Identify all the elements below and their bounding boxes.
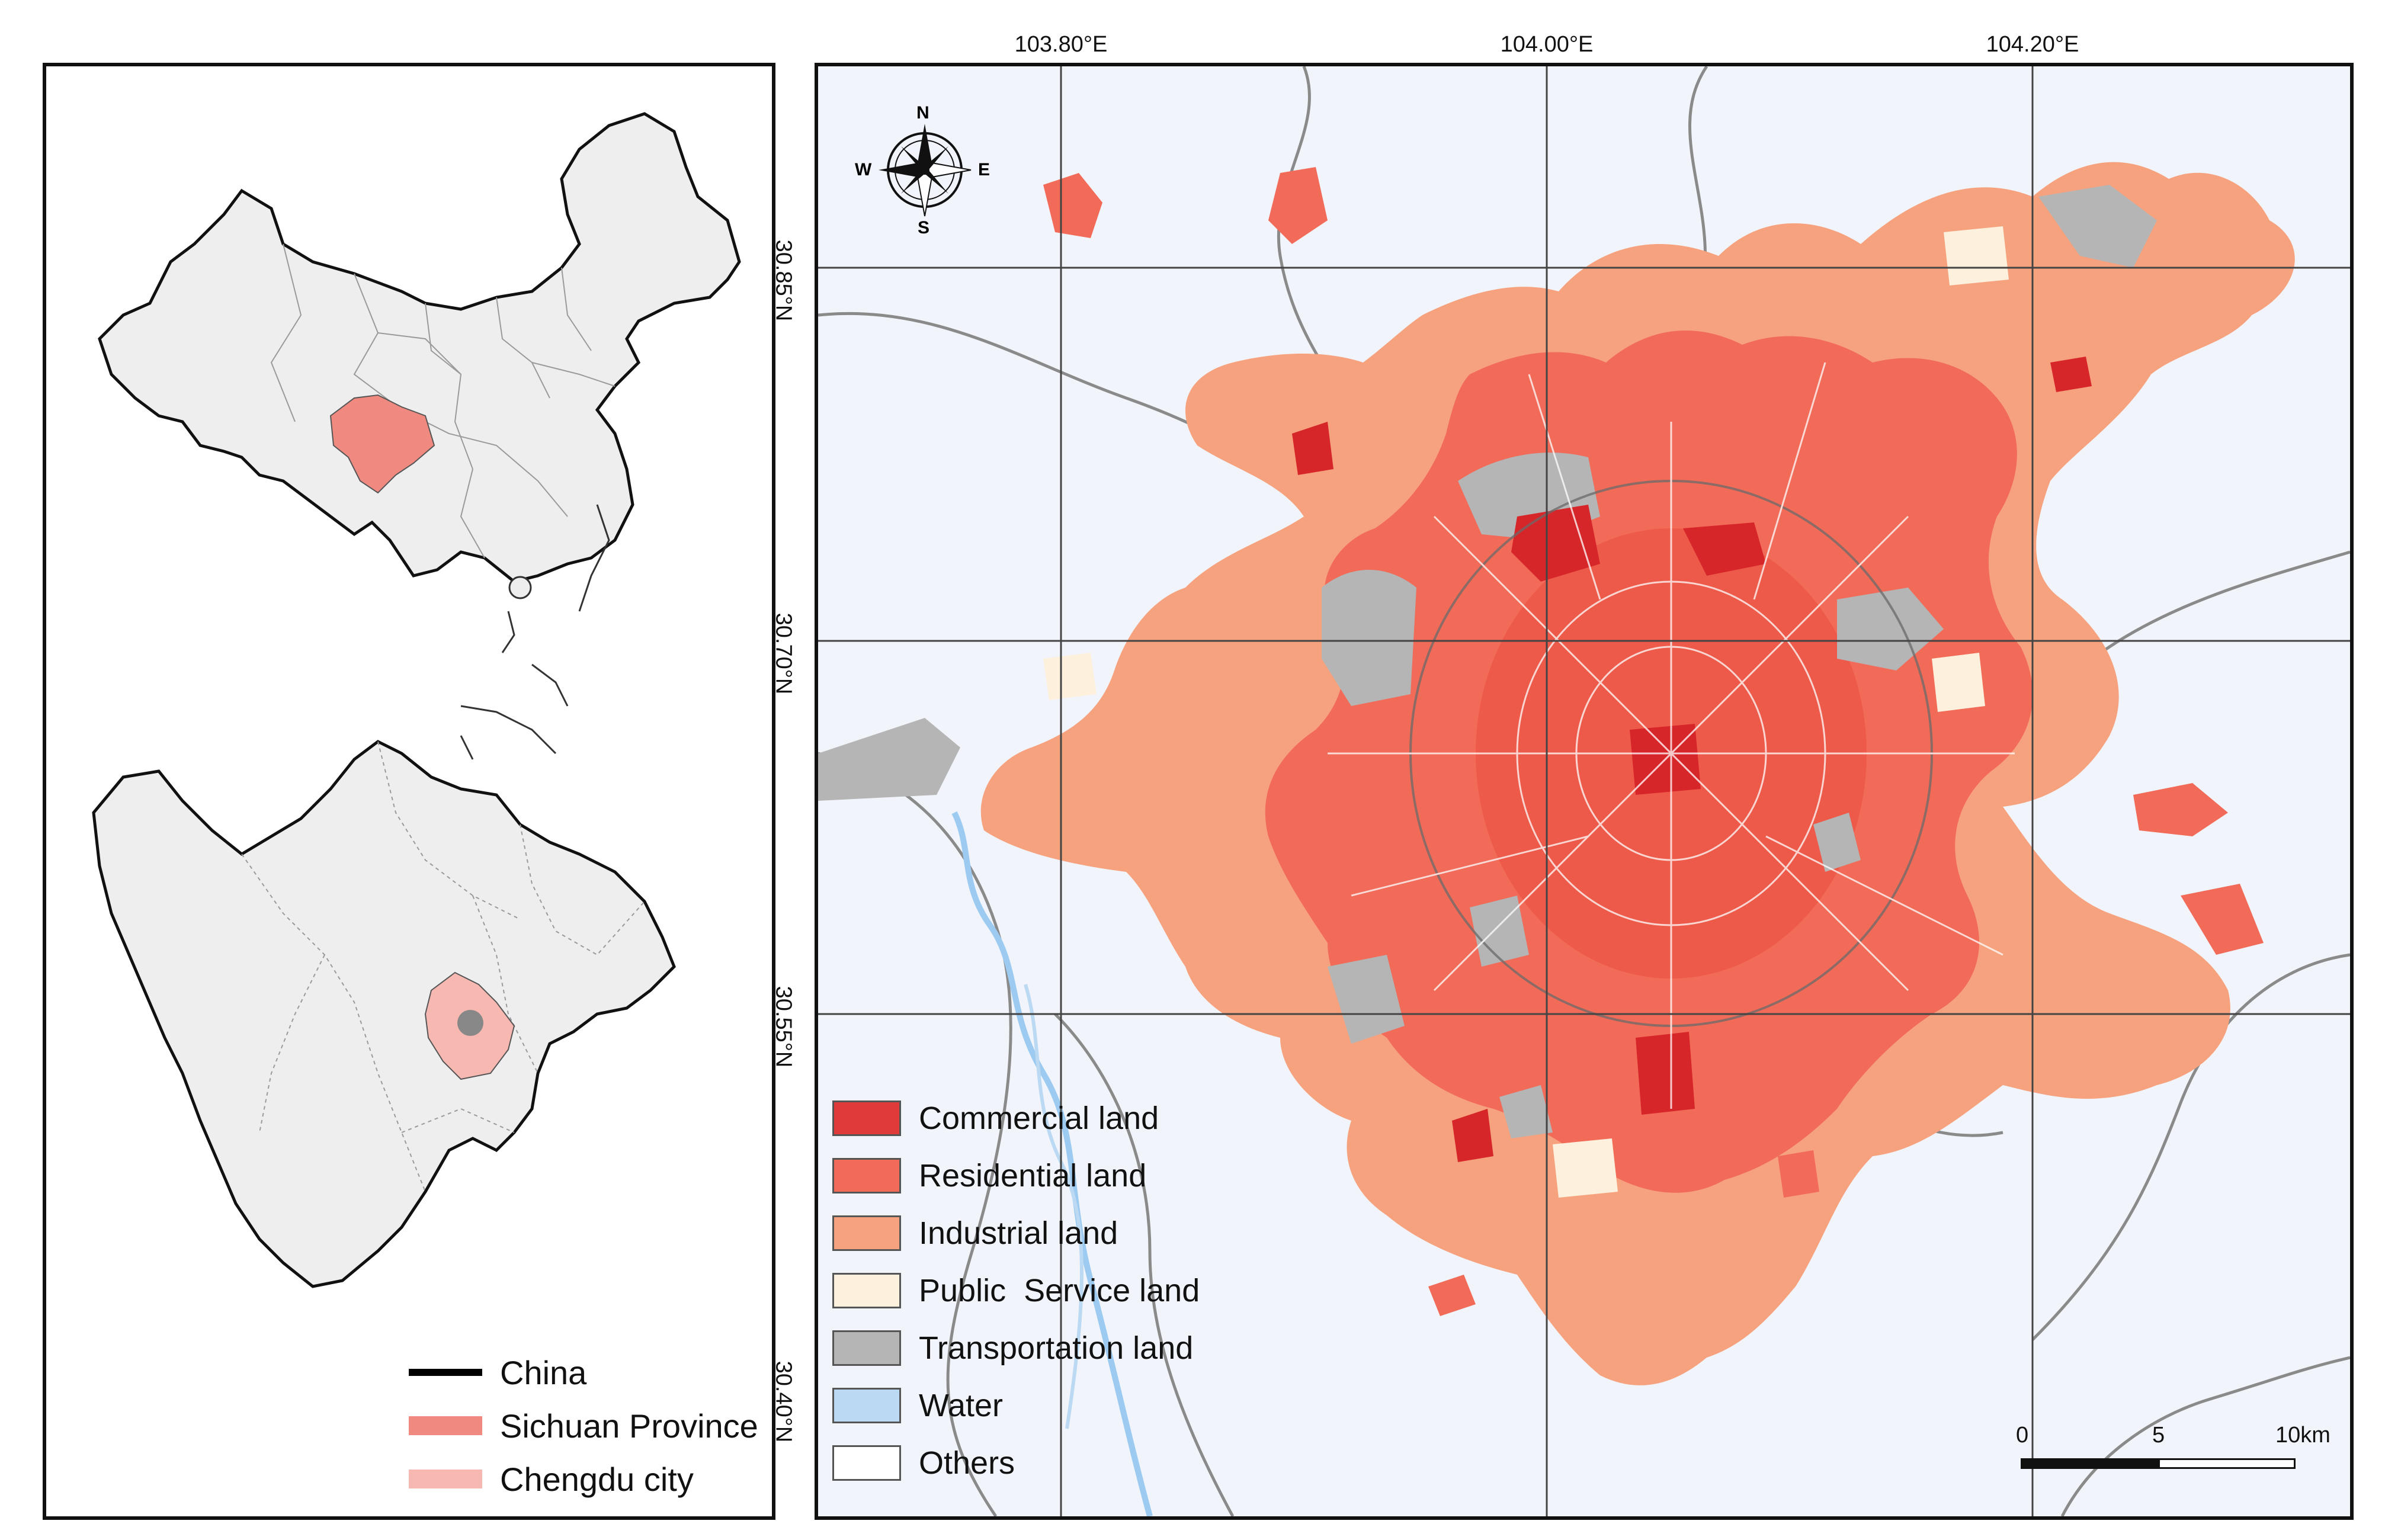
legend-swatch-chengdu [409, 1470, 482, 1488]
transportation-land-east [1837, 588, 1944, 670]
outlying-patch-south [1778, 1150, 1819, 1198]
sichuan-prefecture-borders [241, 741, 645, 1192]
legend-label-chengdu: Chengdu city [500, 1460, 694, 1498]
chengdu-urban-core [457, 1010, 483, 1036]
legend-item-commercial: Commercial land [832, 1100, 1159, 1137]
scale-label-0: 0 [2016, 1423, 2029, 1448]
scale-bar-black-segment [2021, 1458, 2158, 1469]
commercial-land-northeast-2 [2050, 357, 2092, 392]
commercial-land-west [1292, 422, 1333, 475]
road-network [1328, 362, 2015, 1109]
inset-map-panel: China Sichuan Province Chengdu city [43, 63, 775, 1520]
river [951, 811, 1153, 1516]
compass-south-label: S [918, 218, 930, 238]
transportation-land-southeast [1813, 813, 1861, 872]
compass-west-label: W [855, 160, 872, 179]
transportation-land-northeast [2038, 185, 2157, 268]
latitude-label-30-40: 30.40°N [771, 1361, 796, 1443]
legend-item-sichuan: Sichuan Province [409, 1402, 758, 1449]
compass-east-label: E [978, 160, 990, 179]
sichuan-province-map [92, 740, 676, 1288]
land-use-legend: Commercial land Residential land Industr… [832, 1100, 1247, 1509]
public-service-land-east [1932, 653, 1985, 712]
legend-label-water: Water [919, 1388, 1004, 1423]
transportation-land-southwest [1328, 955, 1405, 1044]
china-province-borders [270, 243, 616, 559]
legend-label-others: Others [919, 1445, 1015, 1481]
public-service-land-south [1553, 1138, 1618, 1198]
top-longitude-label-104-00: 104.00°E [1500, 32, 1594, 57]
legend-item-transportation: Transportation land [832, 1330, 1193, 1366]
legend-swatch-water [832, 1388, 901, 1423]
outlying-patch-northwest [1043, 173, 1102, 238]
legend-label-commercial: Commercial land [919, 1101, 1159, 1136]
public-service-land-west [1043, 653, 1097, 700]
transportation-land-south [1470, 896, 1529, 967]
legend-label-sichuan: Sichuan Province [500, 1407, 758, 1445]
legend-label-public-service: Public Service land [919, 1273, 1200, 1308]
transportation-land-west [1322, 570, 1416, 706]
transportation-land-far-west [818, 718, 960, 801]
legend-label-industrial: Industrial land [919, 1215, 1118, 1251]
outlying-patch-east [2133, 783, 2228, 836]
graticule [818, 66, 2350, 1516]
legend-item-industrial: Industrial land [832, 1215, 1118, 1252]
legend-item-china: China [409, 1349, 586, 1396]
public-service-land-northeast [1944, 226, 2009, 285]
outlying-patch-far-south [1428, 1275, 1476, 1316]
legend-item-public-service: Public Service land [832, 1272, 1200, 1309]
south-china-sea-islands [460, 504, 610, 760]
legend-swatch-china [409, 1369, 482, 1376]
legend-swatch-residential [832, 1158, 901, 1194]
latitude-label-30-55: 30.55°N [771, 986, 796, 1068]
legend-swatch-others [832, 1445, 901, 1481]
top-longitude-label-104-20: 104.20°E [1986, 32, 2079, 57]
land-use-map-svg [818, 66, 2350, 1516]
outlying-patch-north [1268, 167, 1328, 244]
legend-swatch-industrial [832, 1215, 901, 1251]
sichuan-in-china [329, 394, 435, 494]
compass-north-label: N [916, 103, 929, 123]
commercial-land-northeast [1683, 522, 1766, 576]
legend-swatch-commercial [832, 1101, 901, 1136]
latitude-label-30-85: 30.85°N [771, 239, 796, 322]
compass-rose [879, 124, 972, 217]
legend-item-water: Water [832, 1387, 1003, 1424]
legend-swatch-sichuan [409, 1416, 482, 1435]
transportation-land-south-2 [1499, 1085, 1553, 1138]
scale-bar-white-segment [2158, 1458, 2296, 1469]
latitude-label-30-70: 30.70°N [771, 612, 796, 695]
river-branch [1024, 984, 1083, 1429]
legend-label-residential: Residential land [919, 1158, 1147, 1194]
legend-swatch-public-service [832, 1273, 901, 1308]
china-map [98, 112, 741, 583]
scale-label-5: 5 [2152, 1423, 2165, 1448]
top-longitude-label-103-80: 103.80°E [1014, 32, 1108, 57]
outlying-patch-southeast [2181, 884, 2264, 955]
commercial-land-north [1511, 505, 1600, 582]
legend-swatch-transportation [832, 1330, 901, 1366]
land-use-map-panel: N S E W Commercial land Residential land… [815, 63, 2354, 1520]
scale-label-10km: 10km [2275, 1423, 2330, 1448]
legend-label-china: China [500, 1353, 587, 1391]
legend-label-transportation: Transportation land [919, 1330, 1194, 1366]
legend-item-others: Others [832, 1445, 1015, 1481]
inset-maps-svg [92, 112, 741, 1288]
commercial-land-southwest [1452, 1109, 1493, 1162]
legend-item-chengdu: Chengdu city [409, 1455, 694, 1503]
commercial-land-south [1636, 1032, 1695, 1115]
legend-item-residential: Residential land [832, 1157, 1146, 1194]
scale-bar: 0 5 10km [2016, 1423, 2341, 1494]
